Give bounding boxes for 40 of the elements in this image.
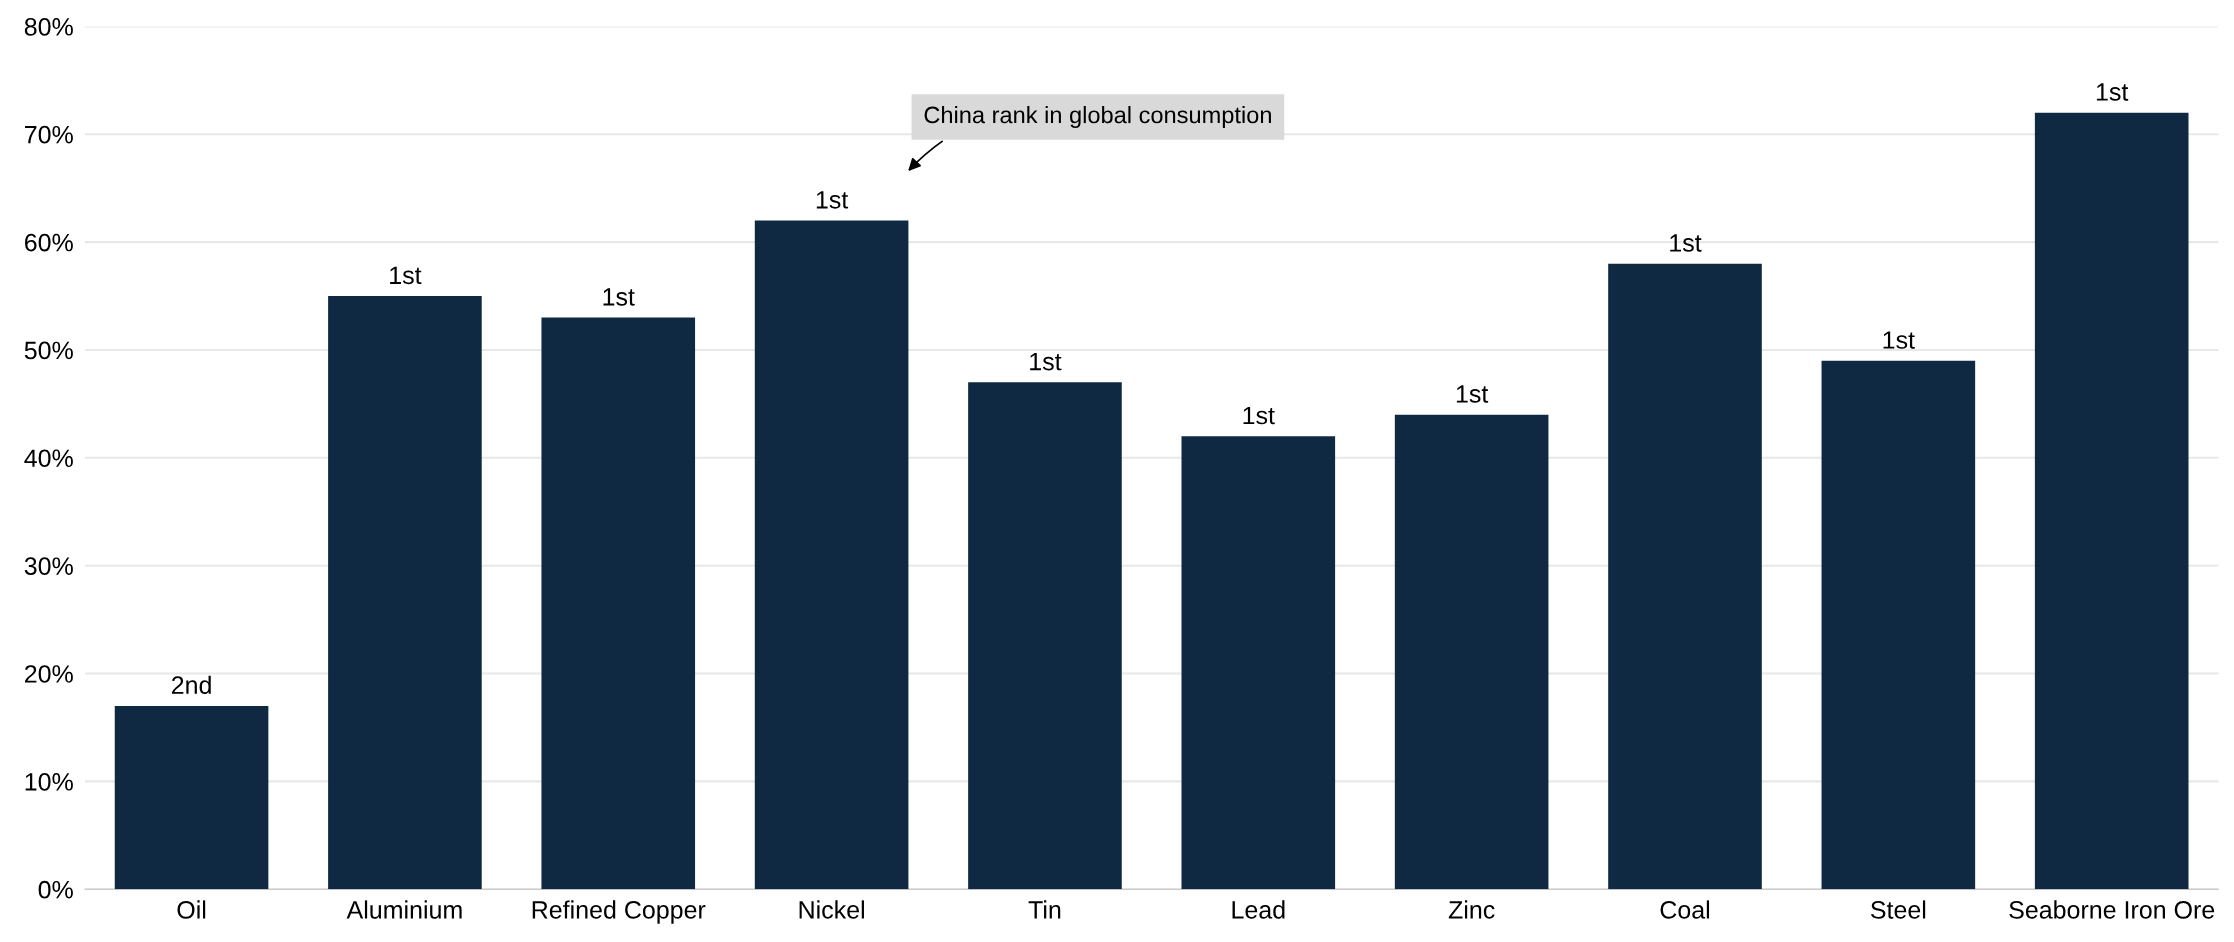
bar [1181, 436, 1336, 890]
y-tick-label: 0% [38, 880, 73, 899]
bar [968, 382, 1122, 890]
y-tick-label: 50% [24, 341, 73, 360]
x-tick-label: Oil [177, 900, 206, 919]
bar [1608, 263, 1762, 890]
x-tick-label: Seaborne Iron Ore [2009, 900, 2215, 919]
annotation: 1st [1670, 234, 1702, 252]
annotation: 1st [390, 266, 422, 285]
annotation: 1st [1456, 385, 1489, 403]
annotation: 1st [603, 288, 635, 306]
bar [1821, 360, 1976, 890]
annotation: 1st [2096, 83, 2129, 101]
bar [114, 705, 269, 890]
annotation: 1st [1883, 331, 1915, 349]
y-tick-label: 60% [25, 233, 73, 252]
x-tick-label: Zinc [1448, 900, 1495, 919]
x-tick-label: Nickel [799, 900, 864, 919]
x-tick-label: Aluminium [346, 900, 462, 919]
x-tick-label: Steel [1870, 900, 1926, 919]
bar [2034, 112, 2189, 890]
x-tick-label: Lead [1232, 900, 1285, 919]
annotation: 1st [1030, 352, 1062, 371]
bar [328, 296, 482, 890]
x-tick-label: Coal [1660, 900, 1710, 919]
bar [1394, 414, 1549, 890]
y-tick-label: 40% [24, 449, 73, 468]
y-tick-label: 80% [24, 17, 73, 36]
y-tick-label: 10% [25, 772, 73, 791]
y-tick-label: 20% [25, 665, 73, 683]
bar [541, 317, 696, 890]
y-tick-label: 70% [25, 125, 73, 144]
bar [754, 220, 909, 890]
x-tick-label: Refined Copper [532, 900, 706, 924]
annotation: 1st [1243, 406, 1275, 425]
y-tick-label: 30% [24, 557, 73, 575]
annotation: China rank in global consumption [924, 105, 1271, 128]
annotation: 2nd [171, 675, 211, 694]
x-tick-label: Tin [1028, 900, 1061, 919]
annotation: 1st [816, 191, 849, 209]
